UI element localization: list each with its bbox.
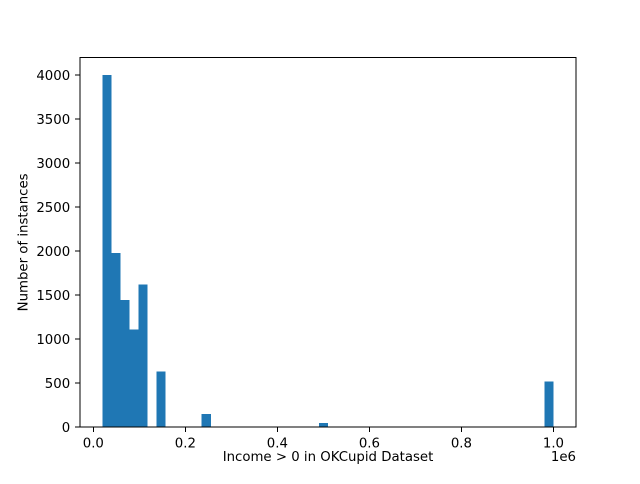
x-tick-label: 0.0 [83,437,104,452]
y-tick-label: 500 [45,377,70,392]
y-tick-label: 1500 [36,289,70,304]
x-axis-label: Income > 0 in OKCupid Dataset [223,450,434,465]
histogram-bar [138,284,148,428]
histogram-bar [102,75,112,428]
histogram-bar [201,414,211,428]
y-axis-label: Number of instances [17,173,32,311]
axes-frame [79,57,577,428]
x-tick-label: 0.8 [451,437,472,452]
y-tick-label: 3500 [36,113,70,128]
x-tick-label: 1.0 [543,437,564,452]
axes-spines [79,57,577,428]
x-ticks-group: 0.0 0.2 0.4 0.6 0.8 1.0 [83,427,564,452]
y-ticks-group: 0 500 1000 1500 2000 2500 3000 3500 4000 [36,69,80,436]
y-tick-label: 2000 [36,245,70,260]
y-tick-label: 3000 [36,157,70,172]
histogram-bar [111,252,121,428]
x-axis-offset-label: 1e6 [551,450,576,465]
histogram-bar [120,300,130,428]
y-tick-label: 0 [62,421,70,436]
histogram-bar [318,422,328,428]
x-tick-label: 0.6 [359,437,380,452]
y-tick-label: 2500 [36,201,70,216]
x-tick-label: 0.4 [267,437,288,452]
bars-group [102,75,554,428]
histogram-bar [544,381,554,428]
y-tick-label: 1000 [36,333,70,348]
histogram-bar [156,371,166,428]
y-tick-label: 4000 [36,69,70,84]
x-tick-label: 0.2 [175,437,196,452]
histogram-bar [129,329,139,428]
